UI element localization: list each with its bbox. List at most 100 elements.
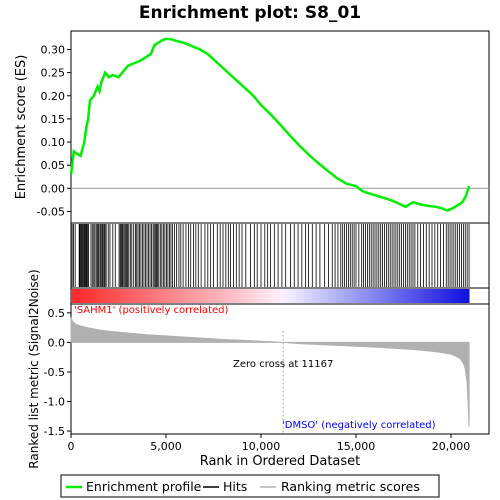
colorbar-segment (79, 289, 84, 303)
colorbar-segment (199, 289, 205, 303)
colorbar-segment (239, 289, 245, 303)
colorbar-segment (203, 289, 209, 303)
x-tick-label: 15,000 (337, 440, 376, 453)
colorbar-segment (155, 289, 161, 303)
colorbar-segment (288, 289, 293, 303)
colorbar-segment (464, 289, 470, 303)
metric-panel-frame (70, 303, 490, 435)
colorbar-segment (147, 289, 152, 303)
colorbar-segment (340, 289, 345, 303)
colorbar-segment (171, 289, 177, 303)
colorbar-segment (263, 289, 269, 303)
es-y-tick-label: -0.05 (37, 205, 65, 218)
colorbar-segment (452, 289, 458, 303)
positive-correlation-label: 'SAHM1' (positively correlated) (74, 305, 228, 316)
x-tick-label: 20,000 (432, 440, 471, 453)
x-axis-label: Rank in Ordered Dataset (200, 454, 361, 469)
metric-y-tick-label: 0.5 (48, 307, 66, 320)
colorbar-segment (71, 289, 76, 303)
colorbar-segment (460, 289, 466, 303)
colorbar-segment (400, 289, 406, 303)
colorbar-segment (127, 289, 132, 303)
colorbar-segment (207, 289, 213, 303)
colorbar-segment (364, 289, 370, 303)
colorbar-segment (420, 289, 426, 303)
colorbar-segment (388, 289, 394, 303)
colorbar-segment (135, 289, 140, 303)
colorbar-segment (396, 289, 402, 303)
colorbar-segment (428, 289, 434, 303)
colorbar-segment (223, 289, 229, 303)
colorbar-segment (360, 289, 366, 303)
colorbar-segment (408, 289, 414, 303)
es-panel-frame (70, 30, 490, 224)
colorbar-segment (308, 289, 313, 303)
colorbar-segment (316, 289, 321, 303)
colorbar-segment (336, 289, 341, 303)
colorbar-segment (296, 289, 301, 303)
colorbar-segment (300, 289, 305, 303)
colorbar-segment (87, 289, 92, 303)
legend-label-enrichment-profile: Enrichment profile (86, 479, 202, 494)
es-y-tick-label: 0.25 (41, 67, 66, 80)
negative-correlation-label: 'DMSO' (negatively correlated) (282, 420, 436, 431)
es-y-tick-label: 0.10 (41, 136, 66, 149)
colorbar-segment (348, 289, 353, 303)
colorbar-segment (247, 289, 253, 303)
colorbar-segment (251, 289, 257, 303)
x-tick-label: 0 (68, 440, 75, 453)
colorbar-segment (271, 289, 277, 303)
chart-title: Enrichment plot: S8_01 (139, 3, 361, 23)
es-y-tick-label: 0.20 (41, 90, 66, 103)
colorbar-segment (292, 289, 297, 303)
colorbar-segment (215, 289, 221, 303)
colorbar-segment (191, 289, 197, 303)
colorbar-segment (404, 289, 410, 303)
colorbar-segment (284, 289, 289, 303)
colorbar-segment (99, 289, 104, 303)
colorbar-segment (368, 289, 374, 303)
colorbar-segment (83, 289, 88, 303)
colorbar-segment (167, 289, 173, 303)
colorbar-segment (324, 289, 329, 303)
colorbar-segment (392, 289, 398, 303)
colorbar-segment (344, 289, 349, 303)
colorbar-segment (195, 289, 201, 303)
metric-y-tick-label: -1.0 (44, 396, 65, 409)
colorbar-segment (444, 289, 450, 303)
colorbar-segment (211, 289, 217, 303)
metric-y-tick-label: -0.5 (44, 366, 65, 379)
zero-cross-label: Zero cross at 11167 (233, 359, 333, 370)
colorbar-segment (115, 289, 120, 303)
es-y-tick-label: 0.30 (41, 44, 66, 57)
colorbar-segment (159, 289, 165, 303)
colorbar-segment (384, 289, 390, 303)
colorbar-segment (231, 289, 237, 303)
colorbar-segment (183, 289, 189, 303)
enrichment-profile-line (69, 37, 471, 212)
colorbar-segment (107, 289, 112, 303)
metric-axis-label: Ranked list metric (Signal2Noise) (27, 269, 41, 468)
colorbar-segment (179, 289, 185, 303)
colorbar-segment (143, 289, 148, 303)
colorbar-segment (356, 289, 361, 303)
colorbar-segment (328, 289, 333, 303)
colorbar-segment (412, 289, 418, 303)
es-y-tick-label: 0.05 (41, 159, 66, 172)
colorbar-segment (219, 289, 225, 303)
colorbar-segment (103, 289, 108, 303)
colorbar-segment (376, 289, 382, 303)
x-tick-label: 10,000 (242, 440, 281, 453)
x-tick-label: 5,000 (150, 440, 182, 453)
metric-y-tick-label: -1.5 (44, 425, 65, 438)
colorbar-segment (372, 289, 378, 303)
colorbar-segment (456, 289, 462, 303)
legend-label-hits: Hits (223, 479, 247, 494)
colorbar-segment (424, 289, 430, 303)
colorbar-segment (75, 289, 80, 303)
colorbar-segment (352, 289, 357, 303)
colorbar-segment (440, 289, 446, 303)
colorbar-segment (243, 289, 249, 303)
colorbar-segment (139, 289, 144, 303)
